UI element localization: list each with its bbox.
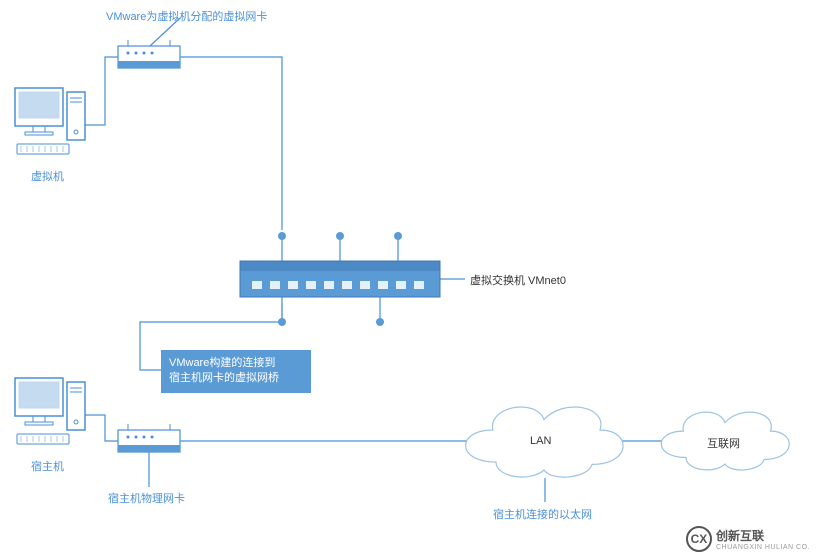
host-computer-icon [15,378,85,444]
vm-nic-icon [118,40,180,68]
host-nic-icon [118,424,180,452]
host-nic-label: 宿主机物理网卡 [108,490,185,506]
host-label: 宿主机 [31,458,64,474]
bridge-line2: 宿主机网卡的虚拟网桥 [169,372,279,384]
host-eth-label: 宿主机连接的以太网 [493,506,592,522]
vswitch-label: 虚拟交换机 VMnet0 [470,272,566,288]
vmnic-label: VMware为虚拟机分配的虚拟网卡 [106,8,267,24]
vm-label: 虚拟机 [31,168,64,184]
bridge-callout: VMware构建的连接到 宿主机网卡的虚拟网桥 [161,350,311,393]
internet-text: 互联网 [707,435,740,451]
bridge-line1: VMware构建的连接到 [169,357,275,369]
lan-text: LAN [530,435,551,447]
network-diagram [0,0,816,558]
vm-computer-icon [15,88,85,154]
watermark: CX 创新互联 CHUANGXIN HULIAN CO. [686,526,810,552]
watermark-text: 创新互联 [716,529,764,543]
watermark-sub: CHUANGXIN HULIAN CO. [716,544,810,551]
watermark-logo-icon: CX [686,526,712,552]
virtual-switch-icon [240,261,440,297]
